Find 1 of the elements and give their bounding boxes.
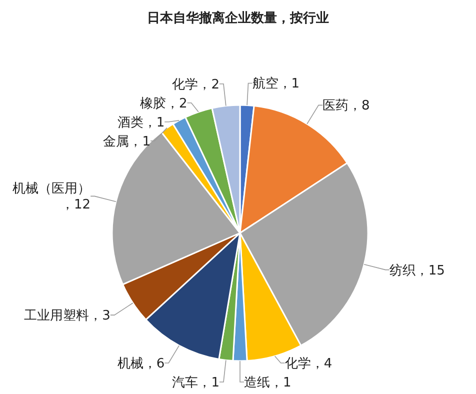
chart-title: 日本自华撤离企业数量，按行业	[147, 10, 329, 26]
